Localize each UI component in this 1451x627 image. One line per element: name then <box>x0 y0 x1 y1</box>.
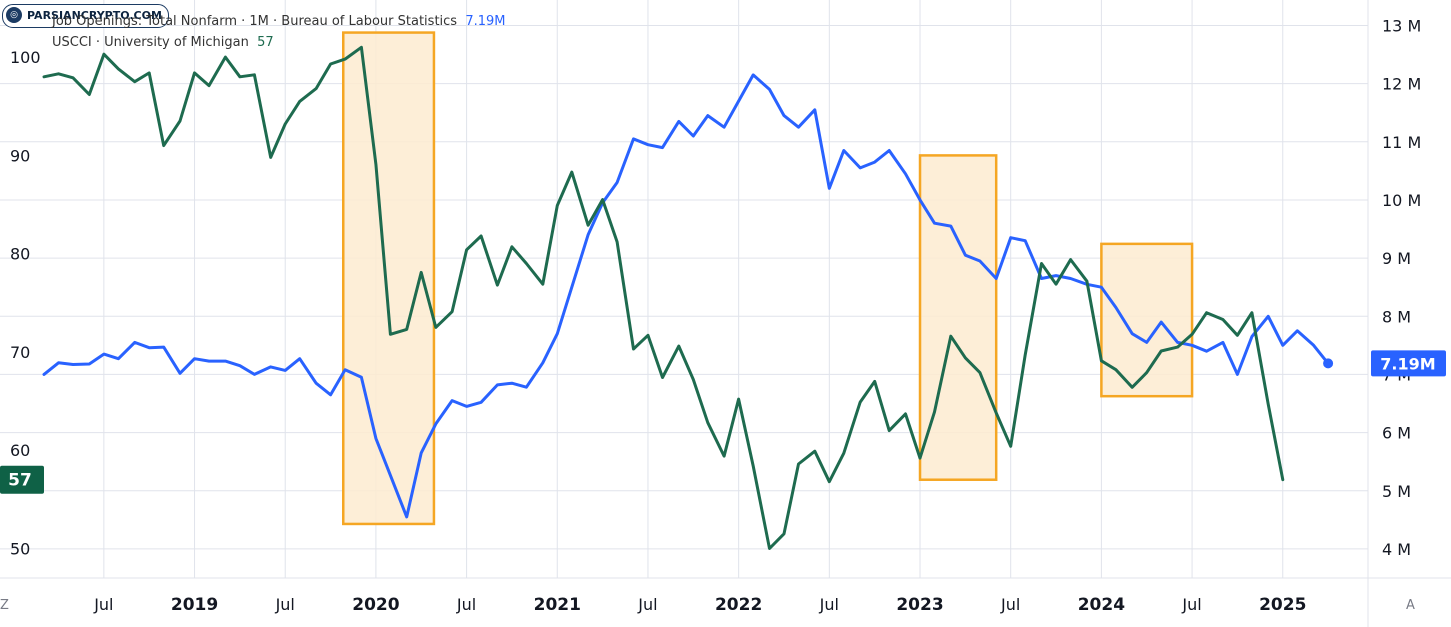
watermark-logo: ◎ PARSIANCRYPTO.COM <box>2 4 169 28</box>
job-openings-last-value-text: 7.19M <box>1380 354 1435 373</box>
job-openings-end-marker <box>1323 358 1334 369</box>
corner-right-glyph: A <box>1406 598 1415 613</box>
highlight-box <box>918 154 998 481</box>
left-tick-label: 70 <box>10 343 30 362</box>
axis-layer: Jul 2019 Jul 2020 Jul 2021 Jul 2022 Jul 2023 Jul 20… <box>0 16 1446 615</box>
legend-job-openings-label: Job Openings: Total Nonfarm · 1M · Burea… <box>52 14 458 29</box>
left-tick-label: 50 <box>10 540 30 559</box>
x-tick-label: Jul <box>275 595 295 614</box>
legend-job-openings[interactable]: Job Openings: Total Nonfarm · 1M · Burea… <box>52 14 506 29</box>
job-openings-last-value-badge <box>1371 350 1446 377</box>
x-tick-label: 2025 <box>1259 595 1306 615</box>
right-tick-label: 12 M <box>1382 75 1421 94</box>
right-tick-label: 9 M <box>1382 249 1411 268</box>
corner-left-glyph: Z <box>0 598 9 613</box>
series-layer <box>42 45 1334 550</box>
right-tick-label: 8 M <box>1382 307 1411 326</box>
x-tick-label: 2020 <box>352 595 399 615</box>
usscci-last-value-badge <box>0 465 44 494</box>
series-line-usscci <box>42 45 1285 550</box>
series-line-job-openings <box>42 73 1330 519</box>
x-tick-label: 2024 <box>1078 595 1125 615</box>
left-tick-label: 90 <box>10 146 30 165</box>
x-tick-label: Jul <box>819 595 839 614</box>
right-tick-label: 10 M <box>1382 191 1421 210</box>
legend-job-openings-value: 7.19M <box>465 14 506 29</box>
right-tick-label: 13 M <box>1382 16 1421 35</box>
left-tick-label: 80 <box>10 245 30 264</box>
right-tick-label: 4 M <box>1382 540 1411 559</box>
right-tick-label: 6 M <box>1382 424 1411 443</box>
x-tick-label: Jul <box>637 595 657 614</box>
x-tick-label: Jul <box>456 595 476 614</box>
legend-usscci-value: 57 <box>257 35 274 50</box>
x-tick-label: Jul <box>93 595 113 614</box>
x-tick-label: 2022 <box>715 595 762 615</box>
logo-mark-icon: ◎ <box>6 7 22 23</box>
watermark-text: PARSIANCRYPTO.COM <box>27 9 162 22</box>
right-tick-label: 5 M <box>1382 482 1411 501</box>
legend-usscci-label: USCCI · University of Michigan <box>52 35 249 50</box>
x-tick-label: Jul <box>1181 595 1201 614</box>
left-tick-label: 60 <box>10 441 30 460</box>
usscci-last-value-text: 57 <box>8 471 32 491</box>
x-tick-label: Jul <box>1000 595 1020 614</box>
x-tick-label: 2019 <box>171 595 218 615</box>
right-tick-label: 11 M <box>1382 133 1421 152</box>
highlight-layer <box>342 31 1194 526</box>
legend-usscci[interactable]: USCCI · University of Michigan 57 <box>52 35 274 50</box>
x-tick-label: 2021 <box>534 595 581 615</box>
left-tick-label: 100 <box>10 48 41 67</box>
x-tick-label: 2023 <box>896 595 943 615</box>
